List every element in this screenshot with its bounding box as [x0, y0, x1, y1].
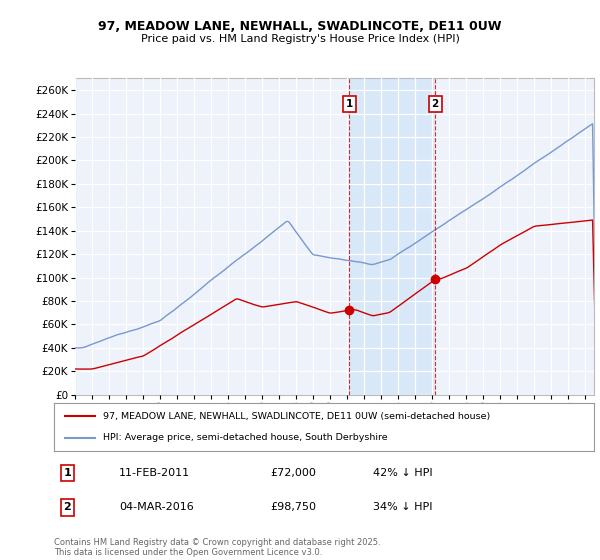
- Text: £72,000: £72,000: [270, 468, 316, 478]
- Text: £98,750: £98,750: [270, 502, 316, 512]
- Text: 97, MEADOW LANE, NEWHALL, SWADLINCOTE, DE11 0UW: 97, MEADOW LANE, NEWHALL, SWADLINCOTE, D…: [98, 20, 502, 32]
- Text: 1: 1: [346, 99, 353, 109]
- Text: 34% ↓ HPI: 34% ↓ HPI: [373, 502, 432, 512]
- Text: HPI: Average price, semi-detached house, South Derbyshire: HPI: Average price, semi-detached house,…: [103, 433, 387, 442]
- Text: Contains HM Land Registry data © Crown copyright and database right 2025.
This d: Contains HM Land Registry data © Crown c…: [54, 538, 380, 557]
- Text: 42% ↓ HPI: 42% ↓ HPI: [373, 468, 432, 478]
- Bar: [349, 78, 435, 395]
- Text: 1: 1: [64, 468, 71, 478]
- Text: Price paid vs. HM Land Registry's House Price Index (HPI): Price paid vs. HM Land Registry's House …: [140, 34, 460, 44]
- Text: 97, MEADOW LANE, NEWHALL, SWADLINCOTE, DE11 0UW (semi-detached house): 97, MEADOW LANE, NEWHALL, SWADLINCOTE, D…: [103, 412, 490, 421]
- Text: 11-FEB-2011: 11-FEB-2011: [119, 468, 190, 478]
- Text: 04-MAR-2016: 04-MAR-2016: [119, 502, 194, 512]
- Text: 2: 2: [64, 502, 71, 512]
- Text: 2: 2: [431, 99, 439, 109]
